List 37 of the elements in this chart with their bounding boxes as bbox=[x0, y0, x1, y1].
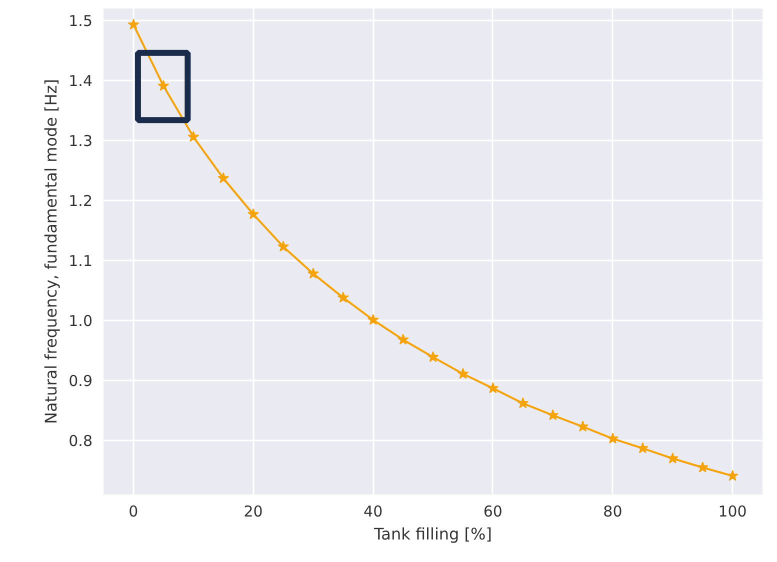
x-axis-title: Tank filling [%] bbox=[373, 524, 492, 544]
x-tick-label: 0 bbox=[128, 502, 138, 520]
point bbox=[457, 368, 469, 379]
y-tick-label: 0.9 bbox=[68, 372, 93, 390]
point bbox=[666, 452, 678, 464]
y-axis-title: Natural frequency, fundamental mode [Hz] bbox=[42, 79, 61, 424]
point bbox=[427, 351, 439, 362]
point bbox=[128, 18, 140, 30]
x-tick-label: 40 bbox=[364, 502, 383, 520]
point bbox=[218, 172, 230, 184]
point bbox=[367, 314, 379, 325]
x-tick-label: 20 bbox=[244, 502, 263, 520]
point bbox=[517, 397, 529, 408]
y-tick-label: 1.4 bbox=[68, 72, 93, 90]
point bbox=[726, 470, 738, 481]
point bbox=[248, 208, 260, 220]
point bbox=[188, 130, 200, 142]
y-tick-label: 1.2 bbox=[68, 192, 93, 210]
x-tick-label: 60 bbox=[483, 502, 502, 520]
point bbox=[158, 80, 170, 91]
point bbox=[696, 462, 708, 472]
y-tick-label: 0.8 bbox=[68, 432, 93, 450]
point bbox=[307, 268, 319, 279]
point bbox=[487, 382, 499, 394]
point bbox=[577, 420, 589, 432]
point bbox=[547, 409, 559, 420]
y-tick-label: 1.3 bbox=[68, 132, 93, 150]
point bbox=[337, 292, 349, 303]
x-tick-label: 100 bbox=[718, 502, 747, 520]
y-tick-label: 1.5 bbox=[68, 12, 93, 30]
x-tick-label: 80 bbox=[603, 502, 622, 520]
point bbox=[277, 240, 289, 252]
y-tick-label: 1.0 bbox=[68, 312, 93, 330]
point bbox=[606, 432, 618, 444]
point bbox=[397, 334, 409, 345]
point bbox=[636, 442, 648, 454]
y-tick-label: 1.1 bbox=[68, 252, 93, 270]
